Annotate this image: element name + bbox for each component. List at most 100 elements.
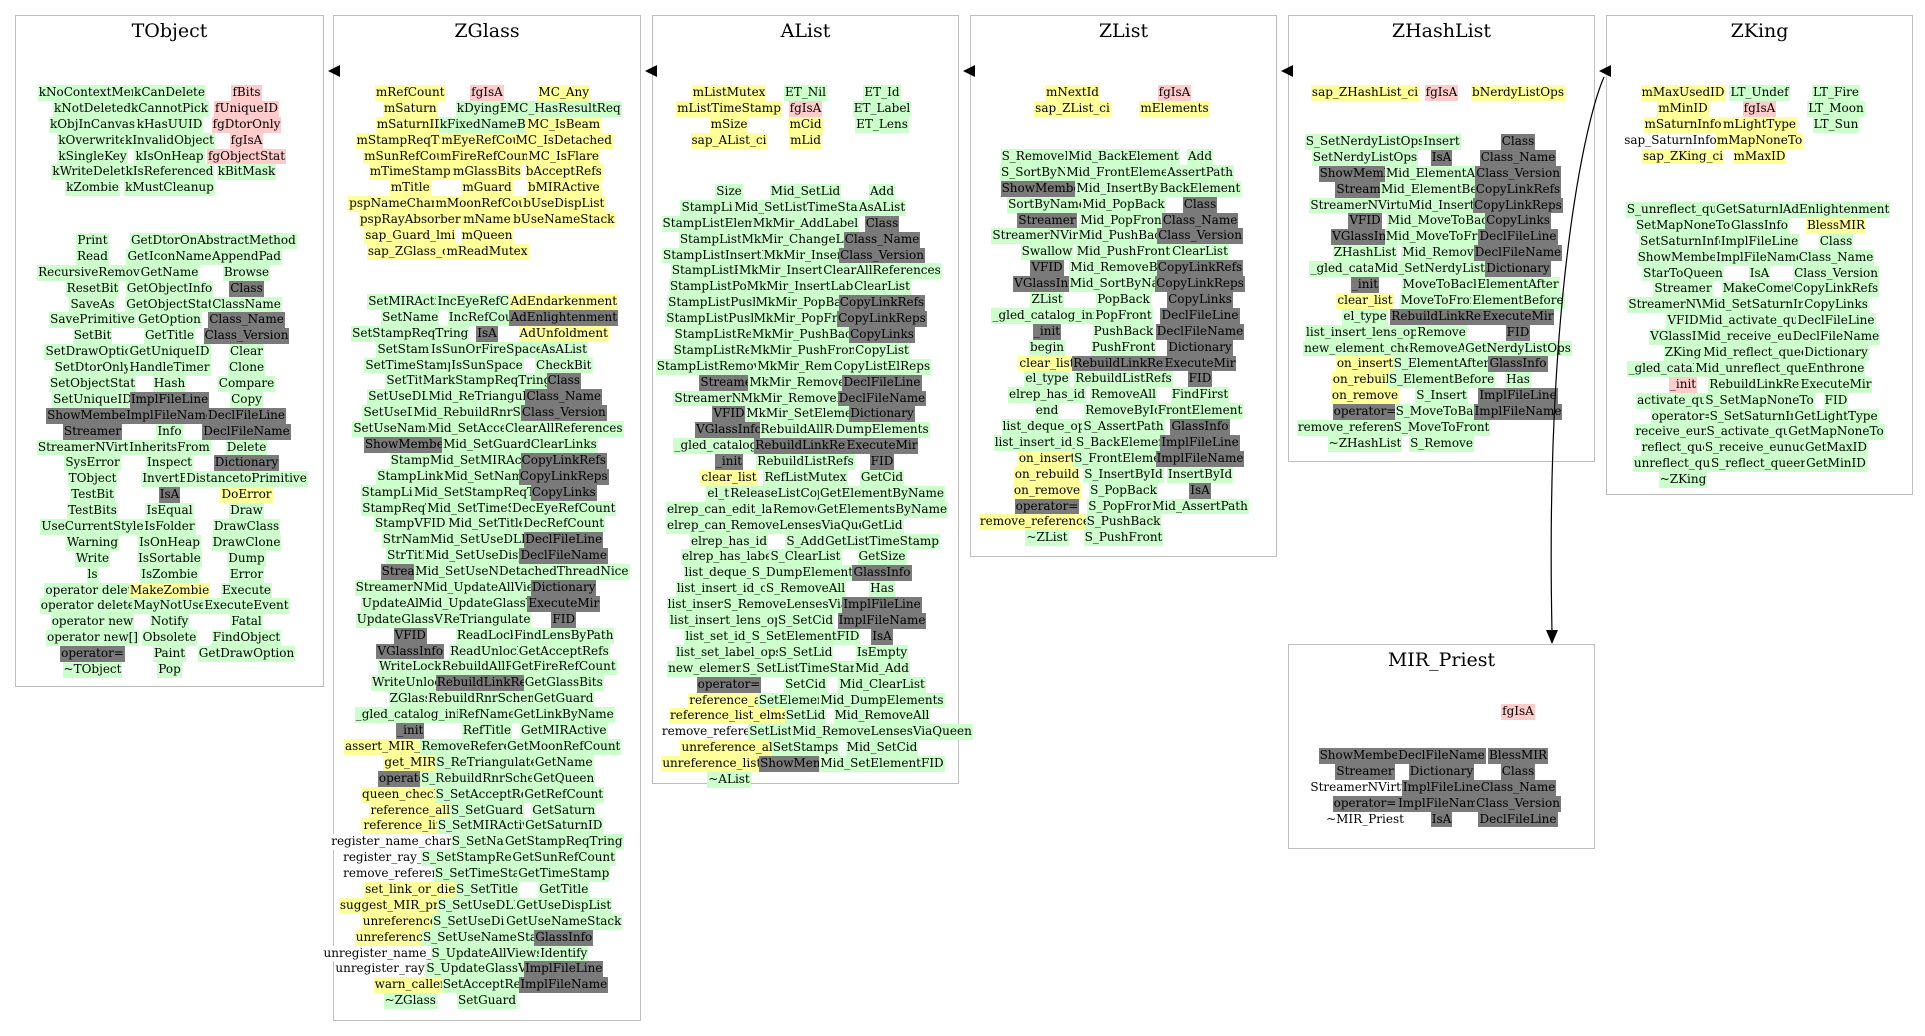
member-label: Dictionary (213, 455, 280, 472)
member-label: GetMaxID (1803, 440, 1869, 457)
member-label: Add (1186, 149, 1214, 165)
member-label: IsA (1430, 149, 1453, 166)
member-column: AdEnlightenment BlessMIR Class Class_Name Cl… (1781, 202, 1891, 488)
member-column: Add AsAList Class Class_Name Class_Version Cl… (791, 184, 973, 788)
member-label: GetGuard (533, 691, 595, 708)
member-label: S_FrontElement (1073, 450, 1174, 467)
member-label: StreamerNVirtual (1309, 779, 1421, 796)
class-title: AList (780, 20, 831, 42)
member-label: ImplFileName (1473, 404, 1563, 421)
member-column: LT_Fire LT_Moon LT_Sun (1807, 85, 1865, 164)
member-label: Has (869, 581, 895, 598)
member-label: RefName (457, 707, 517, 724)
member-label: Inspect (146, 455, 193, 472)
member-label: TestBits (67, 503, 118, 520)
member-label: ShowMembers (1318, 748, 1412, 764)
member-label: mSaturn (382, 100, 438, 117)
member-label: kObjInCanvas (48, 116, 137, 133)
member-label: RebuildListRefs (756, 454, 855, 471)
member-column: Mid_BackElement Mid_FrontElement Mid_Inser… (1065, 149, 1182, 547)
member-column: AdEndarkenment AdEnlightenment AdUnfoldmen… (498, 294, 630, 1009)
member-label: MkMir_PopBack (754, 295, 857, 312)
member-label: mMapNoneTo (1715, 132, 1804, 149)
member-label: Add (868, 184, 896, 200)
member-label: BlessMIR (1487, 748, 1549, 764)
member-label: ReTriangulate (442, 611, 532, 628)
member-label: clear_list (1336, 292, 1394, 309)
member-label: S_AssertPath (1082, 419, 1165, 436)
member-label: GetTimeStamp (517, 866, 611, 882)
member-label: DeclFileName (1791, 329, 1881, 346)
member-label: ZList (1030, 292, 1064, 308)
member-label: DeclFileName (837, 390, 927, 407)
member-label: S_SetGuard (449, 802, 525, 819)
member-label: mGlassBits (452, 164, 522, 181)
member-label: CopyLinks (1803, 297, 1869, 314)
member-label: StampLink (376, 468, 445, 485)
member-label: bMIRActive (526, 180, 601, 197)
member-label: mReadMutex (445, 243, 529, 260)
member-column: AbstractMethod AppendPad Browse Class ClassN… (185, 233, 308, 678)
member-label: GetName (533, 754, 594, 771)
member-label: kZombie (65, 180, 120, 197)
member-label: fgIsA (229, 132, 264, 149)
member-label: S_DumpElements (750, 565, 861, 582)
member-label: Class (1500, 763, 1536, 780)
member-label: MkMir_PopFront (752, 311, 859, 328)
member-label: GetUseDispList (515, 897, 613, 914)
member-label: S_Remove (1409, 435, 1474, 452)
member-label: Obsolete (141, 630, 198, 647)
member-label: kBitMask (216, 164, 277, 181)
member-label: Mid_MoveToFront (1384, 229, 1499, 246)
member-label: SetStamps (376, 341, 445, 358)
member-column: mNextId sap_ZList_ci (1034, 85, 1111, 117)
member-label: Streamer (1017, 212, 1077, 229)
member-label: GetUseNameStack (505, 913, 623, 930)
member-label: InvertBit (141, 471, 198, 488)
member-label: RebuildAllRefs (759, 422, 852, 439)
member-label: Streamer (1335, 763, 1395, 780)
member-label: AbstractMethod (196, 233, 297, 249)
member-label: GetOption (137, 312, 202, 329)
member-label: AsAList (857, 199, 907, 216)
member-label: operator delete[] (39, 598, 146, 615)
member-label: GetMinID (1805, 456, 1867, 473)
member-label: RecursiveRemove (37, 264, 148, 281)
member-label: WriteLock (378, 659, 443, 676)
member-label: VGlassInfo (1013, 276, 1081, 293)
member-label: CopyLinkReps (1473, 197, 1563, 214)
member-label: CopyLinkRefs (1156, 260, 1244, 277)
member-label: MoveToFront (1399, 292, 1484, 309)
member-label: Execute (221, 582, 273, 599)
member-label: bNerdyListOps (1471, 85, 1565, 101)
member-column: Class Class_Name Class_Version CopyLinkRefs… (1464, 134, 1572, 452)
member-label: S_Insert (1415, 388, 1468, 405)
member-label: FID (1823, 392, 1849, 409)
member-label: Mid_RemoveById (1069, 260, 1178, 277)
data-members-group: sap_ZHashList_ci fgIsA bNerdyListOps (1289, 85, 1594, 101)
member-column: kNoContextMenu kNotDeleted kObjInCanvas kOv… (37, 85, 148, 197)
member-label: VGlassInfo (1331, 229, 1399, 246)
member-label: fgIsA (1501, 704, 1535, 720)
member-label: ResetBit (65, 280, 120, 297)
member-label: S_ClearList (769, 549, 842, 566)
member-label: SetDtorOnly (53, 360, 132, 377)
member-label: VFID (712, 406, 746, 423)
member-label: IsZombie (140, 566, 199, 583)
member-label: ExecuteMir (845, 438, 919, 455)
member-label: Streamer (1335, 181, 1395, 198)
member-label: ZHashList (1332, 245, 1398, 262)
member-label: ImplFileLine (842, 597, 922, 614)
member-label: Mid_SetUseDispList (424, 548, 550, 565)
member-label: mLightType (1722, 116, 1797, 133)
member-label: mMaxID (1732, 148, 1787, 165)
member-label: AsAList (539, 341, 588, 358)
member-label: GetCid (859, 470, 905, 486)
member-label: on_rebuild (1013, 466, 1081, 483)
member-label: fBits (231, 85, 262, 101)
member-label: mMaxUsedID (1640, 85, 1726, 101)
member-label: DeclFileLine (1478, 229, 1558, 246)
member-label: AdEnlightenment (1781, 202, 1891, 218)
member-label: IsA (158, 487, 181, 504)
member-label: S_UpdateAllViews (430, 945, 544, 962)
